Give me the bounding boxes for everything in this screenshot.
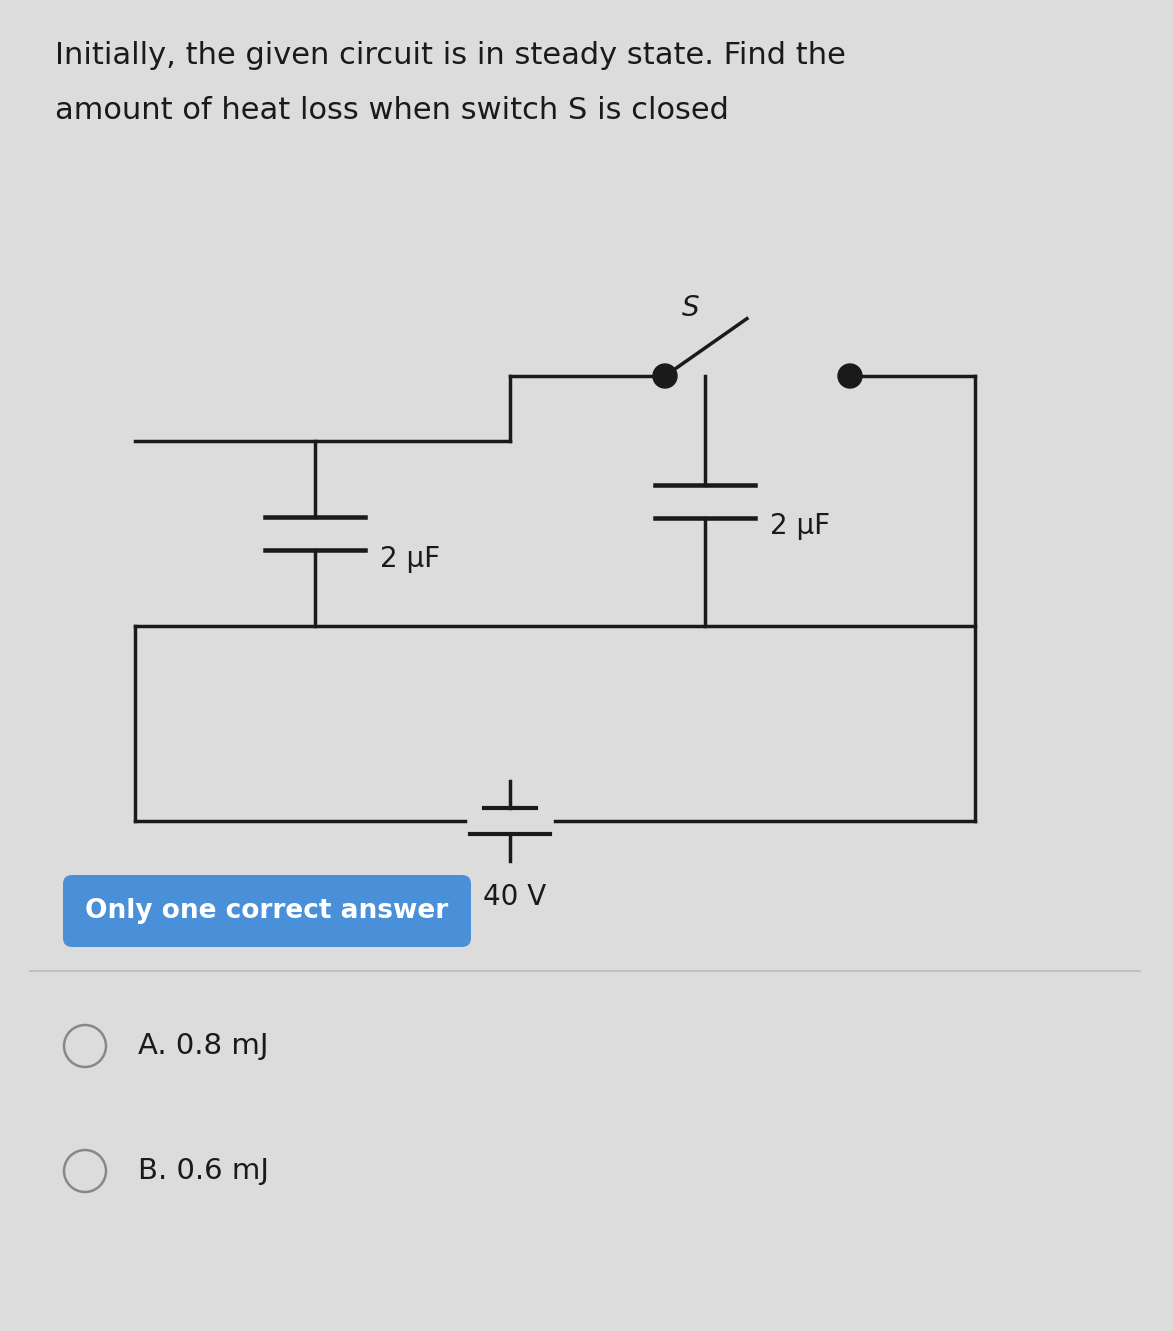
- Text: Only one correct answer: Only one correct answer: [86, 898, 448, 924]
- Text: amount of heat loss when switch S is closed: amount of heat loss when switch S is clo…: [55, 96, 728, 125]
- Circle shape: [653, 363, 677, 389]
- Circle shape: [838, 363, 862, 389]
- Text: 2 μF: 2 μF: [380, 544, 440, 572]
- Text: A. 0.8 mJ: A. 0.8 mJ: [138, 1032, 269, 1059]
- Text: Initially, the given circuit is in steady state. Find the: Initially, the given circuit is in stead…: [55, 41, 846, 71]
- Text: 40 V: 40 V: [483, 882, 547, 910]
- Text: S: S: [683, 294, 700, 322]
- Text: 2 μF: 2 μF: [769, 512, 830, 540]
- Text: B. 0.6 mJ: B. 0.6 mJ: [138, 1157, 269, 1185]
- FancyBboxPatch shape: [63, 874, 472, 946]
